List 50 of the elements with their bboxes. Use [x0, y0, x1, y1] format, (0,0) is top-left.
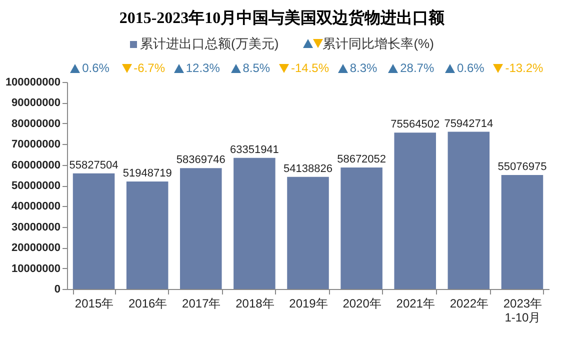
bar — [394, 132, 436, 289]
x-tick-label: 2016年 — [128, 296, 168, 310]
data-label: 54138826 — [284, 162, 332, 175]
y-tick-label: 70000000 — [12, 138, 60, 151]
bar — [448, 132, 490, 289]
data-label: 75942714 — [444, 118, 494, 130]
text: 累计同比增长率(%) — [322, 36, 434, 51]
data-label: 63351941 — [230, 144, 279, 156]
chart-title: 2015-2023年10月中国与美国双边货物进出口额 — [118, 8, 446, 29]
bar — [501, 174, 544, 289]
text: -6.7% — [134, 61, 165, 75]
x-tick-label: 2020年 — [342, 296, 382, 310]
bar — [180, 168, 222, 289]
text: 8.5% — [242, 61, 270, 75]
y-tick-label: 10000000 — [12, 262, 60, 275]
legend-label: 累计进出口总额(万美元) — [140, 36, 279, 51]
bar — [72, 173, 115, 289]
text: -14.5% — [290, 61, 330, 75]
data-label: 75564502 — [390, 118, 440, 131]
text: 12.3% — [186, 61, 220, 75]
y-tick-label: 0 — [54, 284, 60, 296]
text: 28.7% — [400, 61, 434, 75]
text: 0.6% — [456, 61, 484, 75]
bar — [287, 176, 329, 289]
bar — [340, 168, 382, 289]
x-tick-label: 2017年 — [182, 296, 221, 310]
x-tick-label: 2023年 1-10月 — [503, 296, 542, 324]
y-tick-label: 30000000 — [12, 221, 60, 234]
data-label: 58369746 — [176, 154, 226, 166]
data-label: 55827504 — [69, 159, 118, 172]
data-label: 51948719 — [122, 167, 172, 180]
data-label: 58672052 — [337, 154, 386, 166]
x-tick-label: 2018年 — [236, 296, 274, 310]
y-tick-label: 60000000 — [12, 159, 60, 172]
data-label: 55076975 — [498, 160, 547, 173]
y-tick-label: 80000000 — [12, 118, 60, 130]
y-tick-label: 40000000 — [12, 200, 60, 213]
text: -13.2% — [505, 61, 544, 75]
bar — [234, 158, 276, 289]
y-tick-label: 100000000 — [5, 76, 60, 88]
x-tick-label: 2022年 — [450, 296, 489, 310]
y-tick-label: 20000000 — [12, 242, 60, 254]
text: 0.6% — [82, 61, 110, 75]
x-tick-label: 2019年 — [289, 296, 328, 310]
bar — [126, 181, 168, 289]
text: 8.3% — [350, 61, 378, 75]
x-tick-label: 2021年 — [396, 296, 435, 310]
y-tick-label: 90000000 — [12, 97, 60, 110]
x-tick-label: 2015年 — [74, 296, 114, 310]
y-tick-label: 50000000 — [12, 180, 60, 192]
